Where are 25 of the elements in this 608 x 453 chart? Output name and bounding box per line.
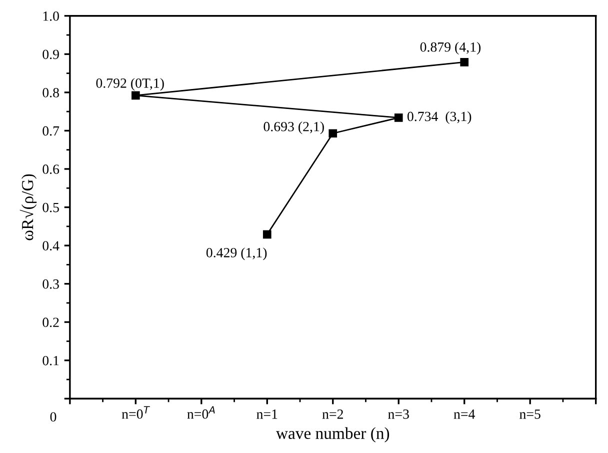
x-tick-label: n=2	[322, 409, 343, 419]
y-tick-label: 0.1	[42, 356, 59, 366]
y-tick-label: 0.6	[42, 164, 60, 174]
y-tick-label: 1.0	[43, 11, 59, 21]
y-axis-title: ωR√(ρ/G)	[20, 174, 37, 240]
y-tick-label: 0.9	[42, 50, 59, 60]
annotation: 0.429 (1,1)	[206, 248, 267, 260]
x-tick-label: n=5	[520, 410, 540, 419]
x-tick-label: n=1	[256, 410, 278, 419]
y-tick-label: 0.8	[42, 88, 59, 98]
y-tick-label: 0.5	[42, 202, 59, 212]
annotation: 0.879 (4,1)	[420, 42, 481, 55]
x-tick-label: n=3	[388, 409, 409, 419]
annotation: 0.734 (3,1)	[407, 111, 472, 124]
text: 0	[50, 412, 56, 422]
y-tick-label: 0.2	[42, 318, 59, 328]
y-tick-label: 0.3	[42, 279, 59, 289]
x-axis-title: wave number (n)	[276, 427, 390, 442]
x-tick-label: n=4	[454, 410, 476, 419]
y-tick-label: 0.7	[42, 126, 60, 136]
annotation: 0.693 (2,1)	[264, 122, 324, 134]
x-tick-label: n=0$^{T}$	[122, 406, 150, 419]
y-tick-label: 0.4	[42, 241, 60, 251]
x-tick-label: n=0$^{A}$	[187, 406, 215, 419]
annotation: 0.792 (0T,1)	[96, 78, 164, 91]
